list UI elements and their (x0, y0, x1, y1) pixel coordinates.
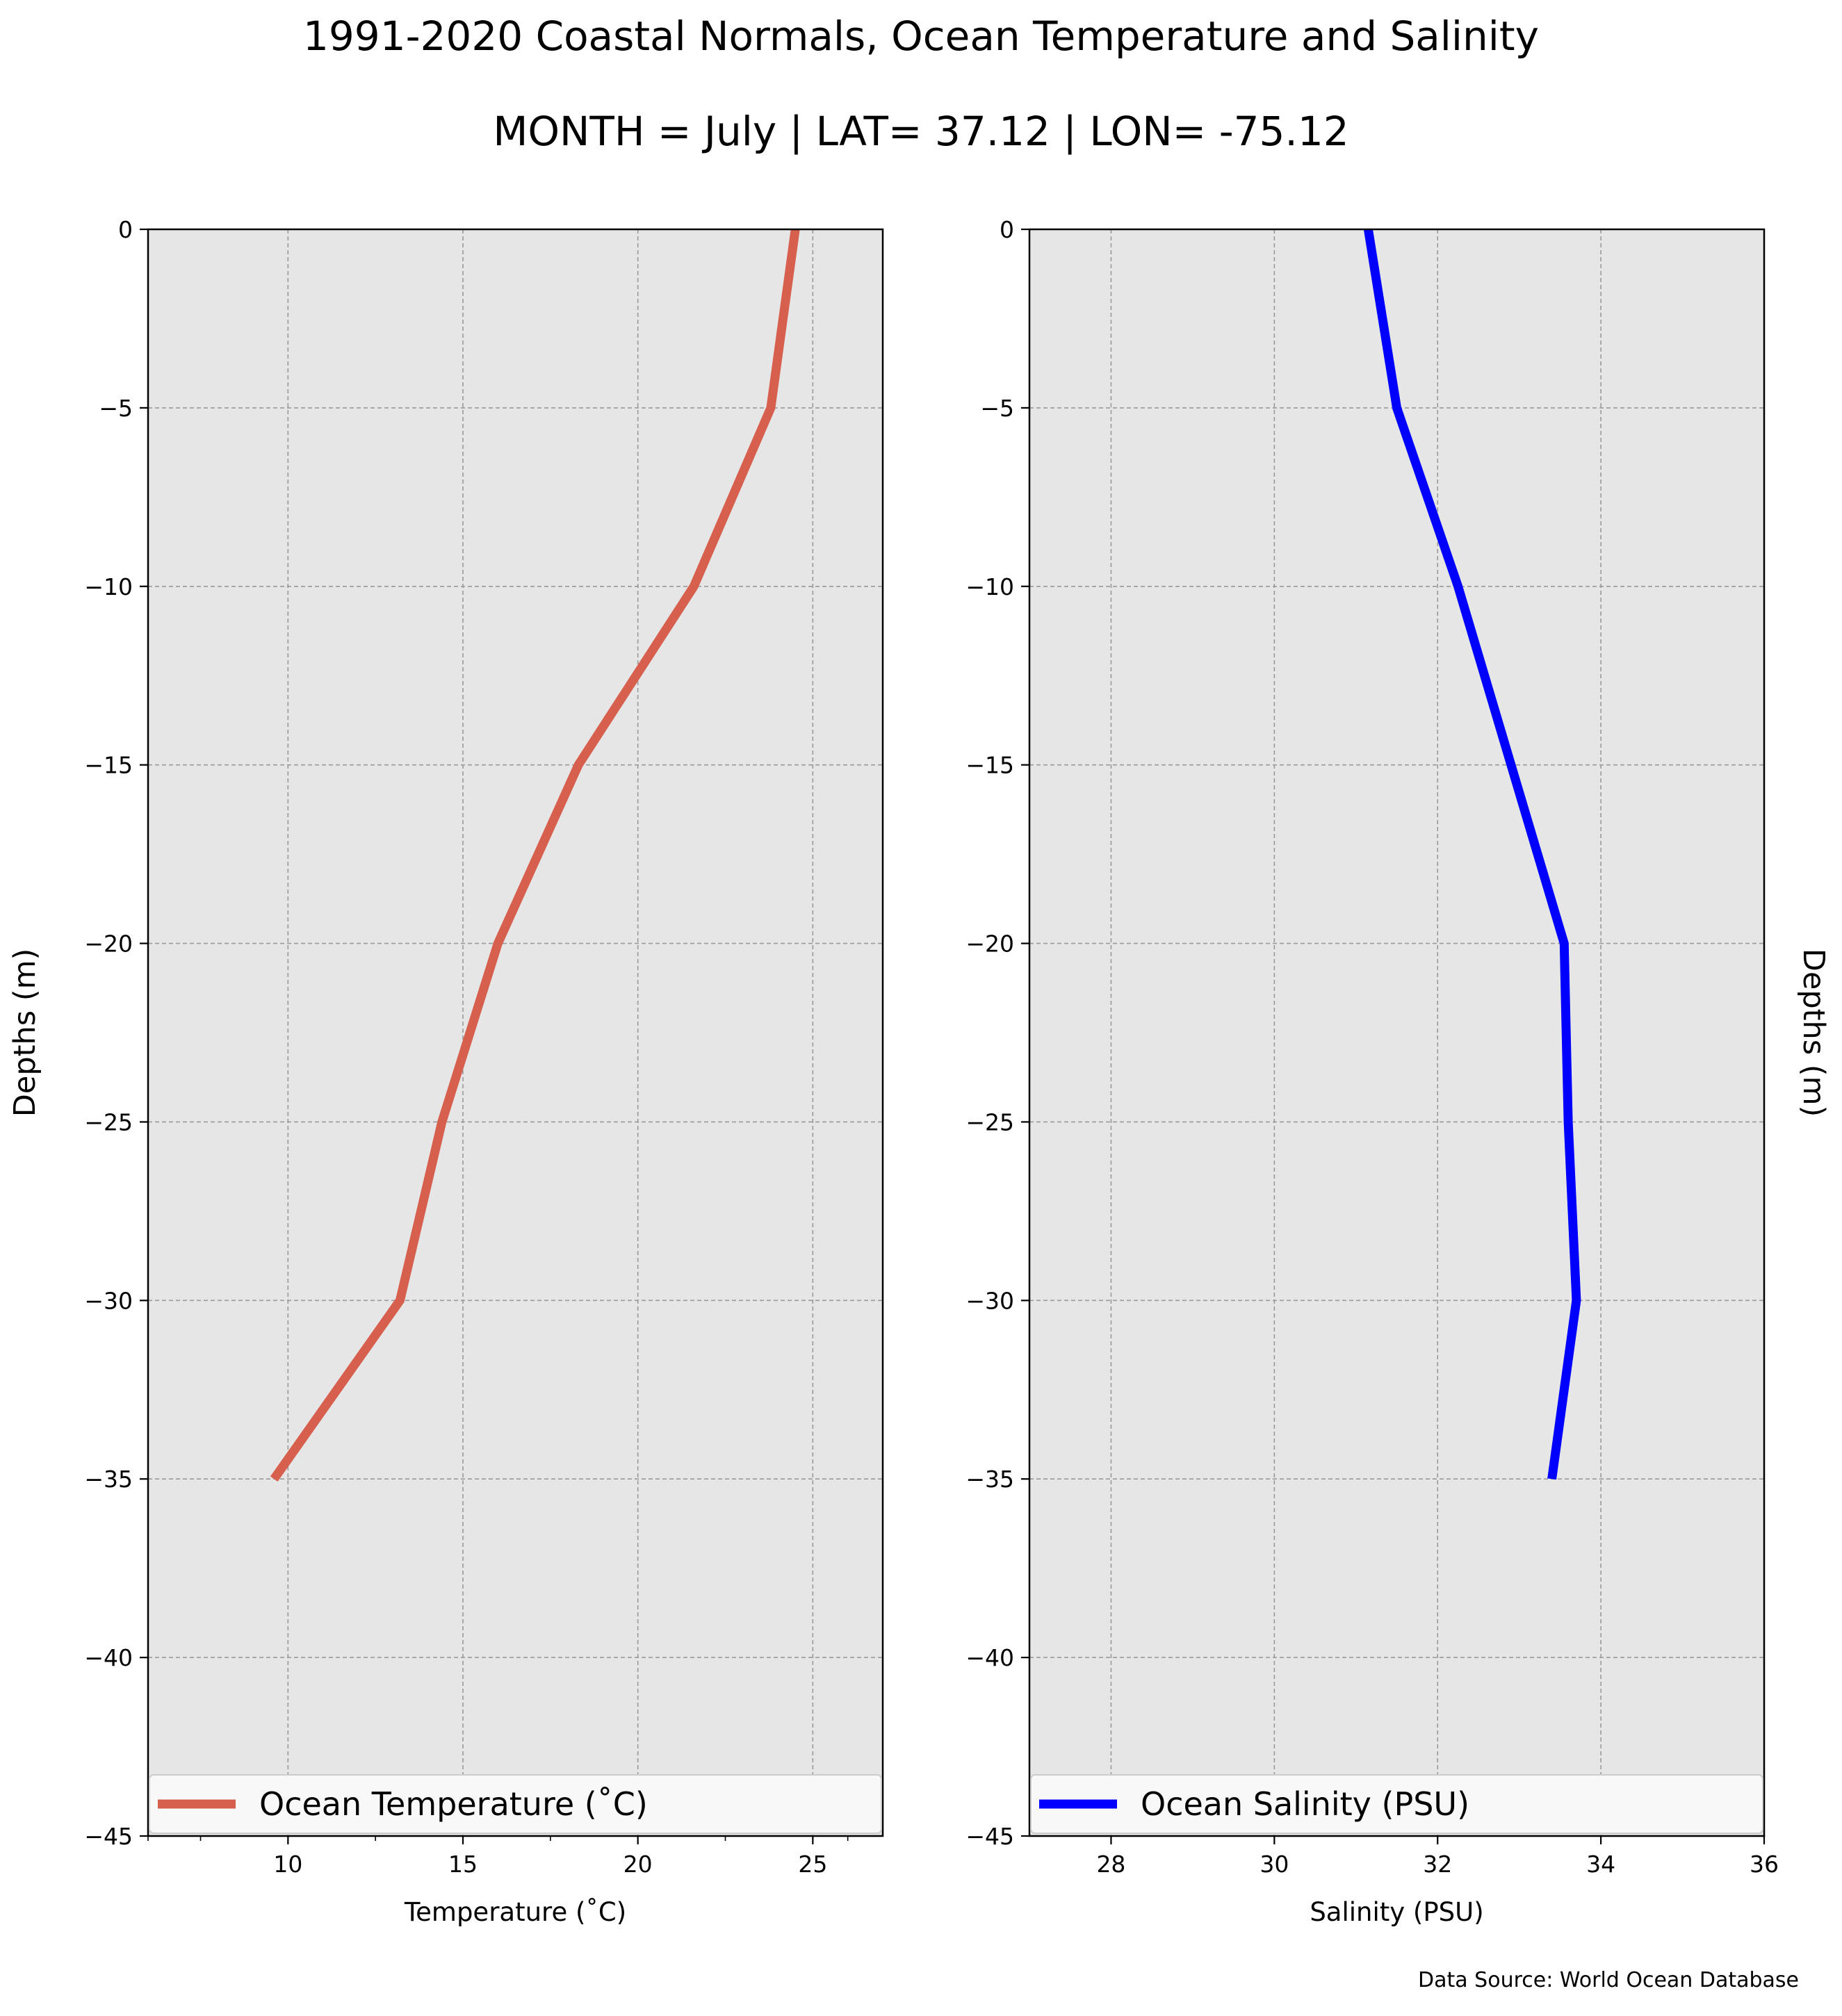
legend-label: Ocean Salinity (PSU) (1141, 1785, 1469, 1823)
chart-subtitle: MONTH = July | LAT= 37.12 | LON= -75.12 (493, 108, 1349, 155)
y-tick-label: 0 (118, 216, 133, 243)
y-tick-label: −10 (84, 573, 133, 600)
y-tick-label: −10 (965, 573, 1014, 600)
temperature-panel: 0 −5 −10 −15 −20 −25 −30 −35 −40 −45 10 15 20 25 Tempe… (8, 216, 884, 1927)
legend-box (1030, 1774, 1763, 1834)
series-line (1363, 228, 1581, 1480)
axes-frame (147, 228, 884, 1837)
plot-area (148, 229, 883, 1836)
y-tick-label: −15 (965, 752, 1014, 779)
y-tick-label: −45 (965, 1823, 1014, 1850)
y-tick-label: −25 (84, 1108, 133, 1136)
x-tick-label: 30 (1260, 1851, 1289, 1878)
y-tick-label: −25 (965, 1108, 1014, 1136)
y-tick-label: −15 (84, 752, 133, 779)
y-tick-label: −5 (980, 395, 1014, 422)
y-axis-label: Depths (m) (8, 949, 42, 1117)
data-source-note: Data Source: World Ocean Database (1418, 1968, 1799, 1992)
legend-box (149, 1774, 882, 1834)
x-tick-label: 25 (798, 1851, 827, 1878)
x-tick-label: 32 (1423, 1851, 1452, 1878)
y-tick-label: −45 (84, 1823, 133, 1850)
x-tick-label: 20 (623, 1851, 653, 1878)
x-axis-label: Temperature (˚C) (404, 1897, 626, 1927)
axes-frame (1028, 228, 1766, 1837)
x-tick-label: 28 (1096, 1851, 1125, 1878)
x-tick-label: 15 (448, 1851, 478, 1878)
x-tick-label: 36 (1750, 1851, 1779, 1878)
y-axis-label: Depths (m) (1796, 949, 1831, 1117)
legend-label: Ocean Temperature (˚C) (259, 1785, 648, 1823)
y-tick-label: −40 (84, 1644, 133, 1671)
x-tick-label: 10 (273, 1851, 302, 1878)
y-tick-label: −20 (965, 931, 1014, 958)
y-tick-label: −40 (965, 1644, 1014, 1671)
chart-title: 1991-2020 Coastal Normals, Ocean Tempera… (303, 13, 1539, 60)
y-tick-label: −30 (84, 1287, 133, 1314)
y-tick-label: −5 (99, 395, 133, 422)
y-tick-label: −20 (84, 931, 133, 958)
series-line (270, 229, 800, 1482)
salinity-panel: 0 −5 −10 −15 −20 −25 −30 −35 −40 −45 28 30 32 34 36 Sal… (965, 216, 1831, 1927)
x-tick-label: 34 (1586, 1851, 1615, 1878)
y-tick-label: −30 (965, 1287, 1014, 1314)
y-tick-label: −35 (965, 1466, 1014, 1493)
y-tick-label: 0 (1000, 216, 1014, 243)
plot-area (1029, 229, 1764, 1836)
x-axis-label: Salinity (PSU) (1310, 1897, 1483, 1927)
y-tick-label: −35 (84, 1466, 133, 1493)
